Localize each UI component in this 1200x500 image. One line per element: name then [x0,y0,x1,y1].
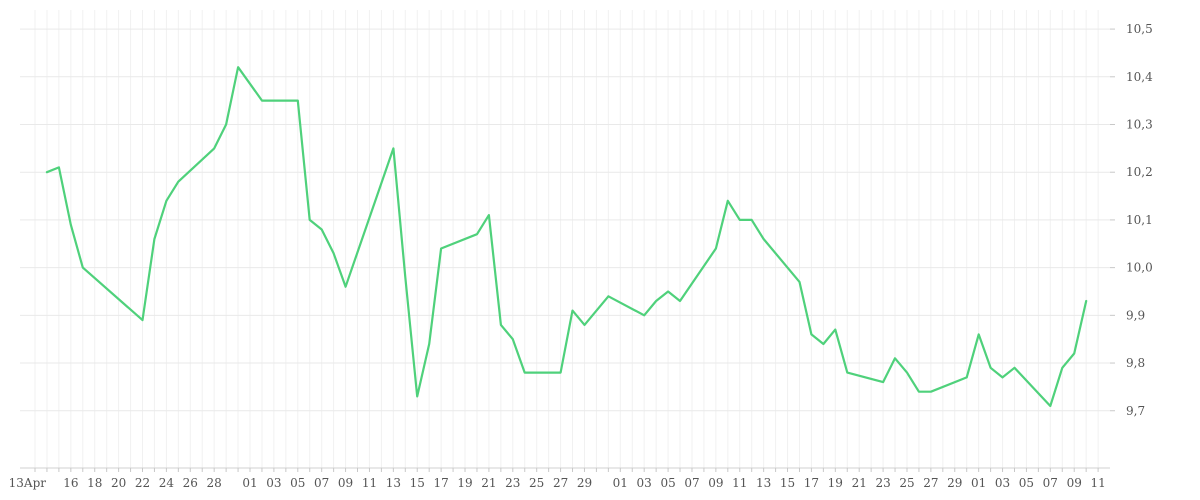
x-tick-label: 11 [362,476,377,490]
y-tick-label: 10,2 [1126,165,1153,179]
x-tick-label: 25 [529,476,544,490]
y-tick-label: 10,0 [1126,261,1153,275]
y-tick-label: 9,9 [1126,308,1145,322]
x-tick-label: 11 [732,476,747,490]
x-tick-label: 19 [828,476,843,490]
x-tick-label: 16 [63,476,78,490]
y-tick-label: 10,3 [1126,118,1153,132]
x-tick-label: 09 [708,476,723,490]
x-axis-tick-labels: 13Apr 16 18 20 22 24 26 28 01 03 05 07 09 11 13 15 17 19 2… [9,476,1106,490]
y-tick-label: 9,8 [1126,356,1145,370]
vertical-gridlines [34,10,1099,468]
x-tick-label: 05 [660,476,675,490]
x-tick-label: 13Apr [9,476,47,490]
y-axis-ticks [1110,28,1115,412]
y-tick-label: 10,1 [1126,213,1153,227]
x-tick-label: 23 [505,476,520,490]
horizontal-gridlines [20,28,1110,412]
x-tick-label: 24 [159,476,175,490]
x-tick-label: 15 [410,476,425,490]
x-tick-label: 25 [899,476,914,490]
x-axis-ticks [34,468,1099,472]
x-tick-label: 01 [613,476,628,490]
x-tick-label: 29 [947,476,962,490]
series-line [45,66,1088,408]
x-tick-label: 27 [923,476,938,490]
x-tick-label: 05 [290,476,305,490]
x-tick-label: 29 [577,476,592,490]
x-tick-label: 20 [111,476,126,490]
y-axis-tick-labels: 9,7 9,8 9,9 10,0 10,1 10,2 10,3 10,4 10,5 [1126,22,1153,418]
x-tick-label: 23 [875,476,890,490]
x-tick-label: 15 [780,476,795,490]
x-tick-label: 07 [314,476,329,490]
x-tick-label: 21 [852,476,867,490]
y-tick-label: 9,7 [1126,404,1145,418]
x-tick-label: 03 [637,476,652,490]
x-tick-label: 11 [1090,476,1105,490]
x-tick-label: 18 [87,476,102,490]
x-tick-label: 13 [756,476,771,490]
x-tick-label: 19 [457,476,472,490]
y-tick-label: 10,4 [1126,70,1153,84]
x-tick-label: 26 [183,476,198,490]
x-tick-label: 09 [1067,476,1082,490]
x-tick-label: 27 [553,476,568,490]
x-tick-label: 01 [971,476,986,490]
x-tick-label: 09 [338,476,353,490]
x-tick-label: 03 [995,476,1010,490]
x-tick-label: 17 [804,476,819,490]
x-tick-label: 22 [135,476,150,490]
x-tick-label: 07 [1043,476,1058,490]
x-tick-label: 07 [684,476,699,490]
x-tick-label: 03 [266,476,281,490]
x-tick-label: 21 [481,476,496,490]
x-tick-label: 01 [242,476,257,490]
x-tick-label: 28 [207,476,222,490]
y-tick-label: 10,5 [1126,22,1153,36]
x-tick-label: 17 [433,476,448,490]
x-tick-label: 05 [1019,476,1034,490]
x-tick-label: 13 [386,476,401,490]
